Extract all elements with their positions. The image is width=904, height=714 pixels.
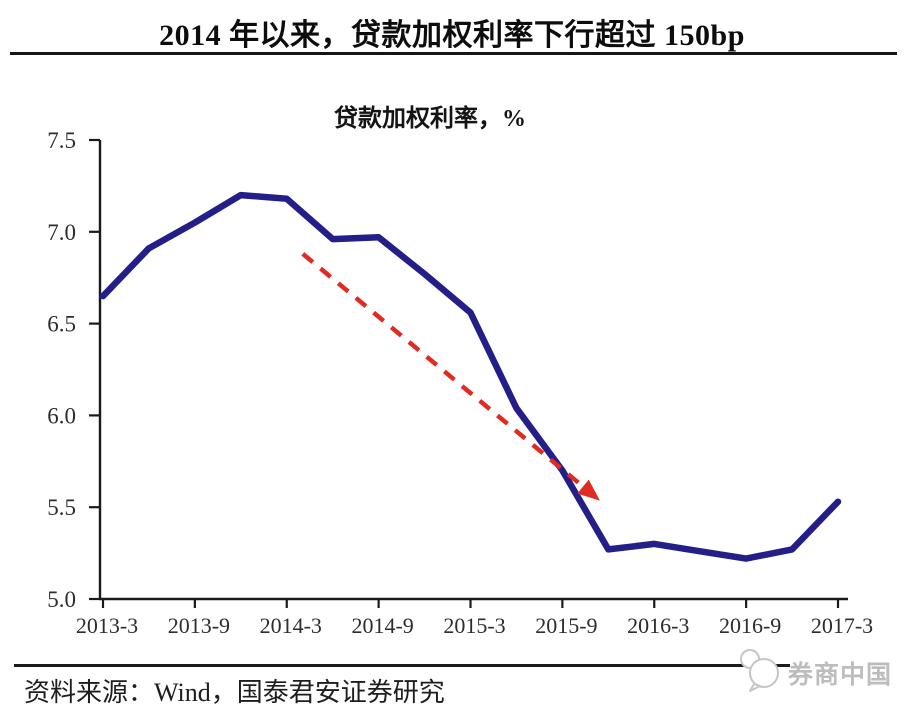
brand-logo-text: 券商中国 [788, 662, 893, 689]
title-underline [10, 52, 897, 55]
x-tick-label: 2017-3 [811, 613, 873, 638]
brand-logo: 券商中国 [736, 645, 896, 697]
source-note: 资料来源：Wind，国泰君安证券研究 [24, 678, 445, 707]
footer-divider [14, 664, 790, 667]
x-tick-label: 2013-3 [76, 613, 138, 638]
trend-arrow [301, 252, 600, 501]
y-tick-label: 6.0 [47, 403, 76, 428]
page-title: 2014 年以来，贷款加权利率下行超过 150bp [159, 19, 745, 52]
y-tick-label: 5.5 [47, 495, 76, 520]
y-tick-label: 7.5 [47, 128, 76, 153]
y-tick-label: 7.0 [47, 220, 76, 245]
y-tick-label: 5.0 [47, 587, 76, 612]
x-tick-label: 2014-9 [351, 613, 413, 638]
x-tick-label: 2016-3 [627, 613, 689, 638]
chat-bubbles-icon [740, 649, 779, 692]
x-tick-label: 2013-9 [168, 613, 230, 638]
chart-subtitle: 贷款加权利率，% [334, 106, 526, 132]
rate-line [99, 191, 842, 562]
x-tick-label: 2015-9 [535, 613, 597, 638]
x-tick-label: 2014-3 [260, 613, 322, 638]
x-tick-label: 2016-9 [719, 613, 781, 638]
y-tick-label: 6.5 [47, 312, 76, 337]
x-tick-label: 2015-3 [443, 613, 505, 638]
